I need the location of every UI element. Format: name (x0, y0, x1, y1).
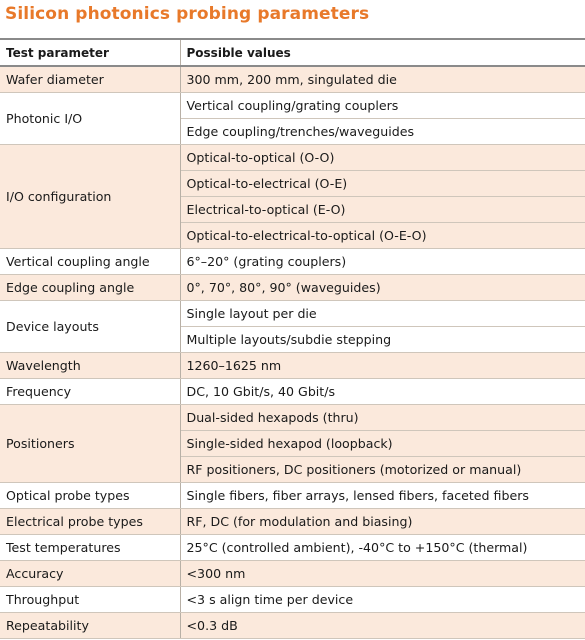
test-parameter-cell: Wavelength (0, 352, 181, 379)
possible-value-cell: Optical-to-electrical-to-optical (O-E-O) (180, 222, 585, 249)
possible-value-cell: 1260–1625 nm (180, 352, 585, 379)
table-row: Test temperatures 25°C (controlled ambien… (0, 534, 585, 561)
table-header-row: Test parameter Possible values (0, 38, 585, 67)
test-parameter-cell: Test temperatures (0, 534, 181, 561)
table-row: Optical probe types Single fibers, fiber … (0, 482, 585, 509)
table-row: Single-sided hexapod (loopback) (0, 430, 585, 457)
possible-value-cell: RF, DC (for modulation and biasing) (180, 508, 585, 535)
table-row: Multiple layouts/subdie stepping (0, 326, 585, 353)
possible-value-cell: DC, 10 Gbit/s, 40 Gbit/s (180, 378, 585, 405)
test-parameter-cell: Positioners (0, 404, 181, 483)
possible-value-cell: <300 nm (180, 560, 585, 587)
test-parameter-cell: I/O configuration (0, 144, 181, 249)
test-parameter-cell: Photonic I/O (0, 92, 181, 145)
table-row: Accuracy <300 nm (0, 560, 585, 587)
table-row: Frequency DC, 10 Gbit/s, 40 Gbit/s (0, 378, 585, 405)
table-row: Vertical coupling angle 6°–20° (grating c… (0, 248, 585, 275)
possible-value-cell: Dual-sided hexapods (thru) (180, 404, 585, 431)
possible-value-cell: 0°, 70°, 80°, 90° (waveguides) (180, 274, 585, 301)
test-parameter-cell: Vertical coupling angle (0, 248, 181, 275)
table-row: Repeatability <0.3 dB (0, 612, 585, 639)
test-parameter-cell: Optical probe types (0, 482, 181, 509)
parameters-table: Test parameter Possible values Wafer dia… (0, 38, 585, 639)
header-possible-values: Possible values (180, 38, 585, 67)
table-row: Positioners Dual-sided hexapods (thru) (0, 404, 585, 483)
possible-value-cell: 300 mm, 200 mm, singulated die (180, 66, 585, 93)
possible-value-cell: RF positioners, DC positioners (motorize… (180, 456, 585, 483)
possible-value-cell: Optical-to-optical (O-O) (180, 144, 585, 171)
possible-value-cell: <0.3 dB (180, 612, 585, 639)
possible-value-cell: Single fibers, fiber arrays, lensed fibe… (180, 482, 585, 509)
table-body: Wafer diameter 300 mm, 200 mm, singulated… (0, 66, 585, 639)
possible-value-cell: <3 s align time per device (180, 586, 585, 613)
table-row: Edge coupling angle 0°, 70°, 80°, 90° (wa… (0, 274, 585, 301)
test-parameter-cell: Wafer diameter (0, 66, 181, 93)
table-row: I/O configuration Optical-to-optical (O-O… (0, 144, 585, 249)
table-row: Optical-to-electrical-to-optical (O-E-O) (0, 222, 585, 249)
possible-value-cell: Single-sided hexapod (loopback) (180, 430, 585, 457)
table-row: Optical-to-electrical (O-E) (0, 170, 585, 197)
possible-value-cell: Electrical-to-optical (E-O) (180, 196, 585, 223)
possible-value-cell: 6°–20° (grating couplers) (180, 248, 585, 275)
header-test-parameter: Test parameter (0, 38, 181, 67)
table-row: Electrical probe types RF, DC (for modula… (0, 508, 585, 535)
possible-value-cell: Vertical coupling/grating couplers (180, 92, 585, 119)
test-parameter-cell: Frequency (0, 378, 181, 405)
table-row: Edge coupling/trenches/waveguides (0, 118, 585, 145)
test-parameter-cell: Electrical probe types (0, 508, 181, 535)
table-row: Throughput <3 s align time per device (0, 586, 585, 613)
test-parameter-cell: Repeatability (0, 612, 181, 639)
table-row: Wavelength 1260–1625 nm (0, 352, 585, 379)
page-title: Silicon photonics probing parameters (5, 4, 370, 24)
possible-value-cell: Edge coupling/trenches/waveguides (180, 118, 585, 145)
test-parameter-cell: Edge coupling angle (0, 274, 181, 301)
possible-value-cell: Multiple layouts/subdie stepping (180, 326, 585, 353)
test-parameter-cell: Device layouts (0, 300, 181, 353)
table-row: Device layouts Single layout per die (0, 300, 585, 353)
table-row: RF positioners, DC positioners (motorize… (0, 456, 585, 483)
test-parameter-cell: Throughput (0, 586, 181, 613)
test-parameter-cell: Accuracy (0, 560, 181, 587)
table-row: Photonic I/O Vertical coupling/grating co… (0, 92, 585, 145)
possible-value-cell: 25°C (controlled ambient), -40°C to +150… (180, 534, 585, 561)
table-row: Wafer diameter 300 mm, 200 mm, singulated… (0, 66, 585, 93)
table-row: Electrical-to-optical (E-O) (0, 196, 585, 223)
possible-value-cell: Optical-to-electrical (O-E) (180, 170, 585, 197)
possible-value-cell: Single layout per die (180, 300, 585, 327)
